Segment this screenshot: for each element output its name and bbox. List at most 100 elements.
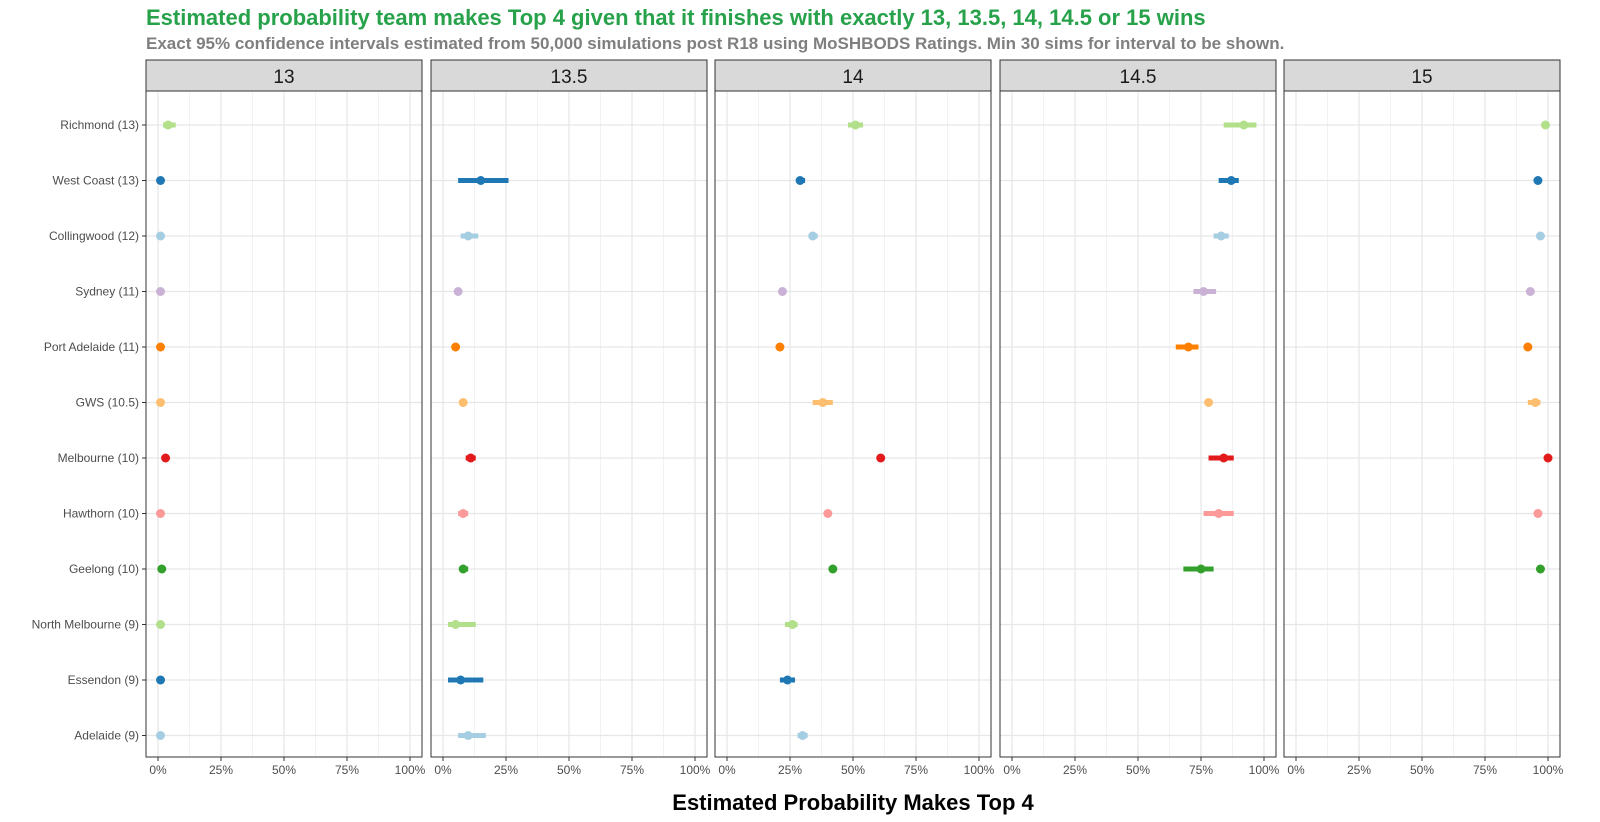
x-tick-label: 75%: [620, 763, 644, 777]
y-tick-label: Collingwood (12): [49, 229, 139, 243]
data-point: [1214, 509, 1224, 518]
data-point: [463, 231, 473, 241]
data-point: [161, 453, 171, 463]
facet-strip: [430, 59, 708, 92]
data-point: [466, 453, 476, 463]
data-point: [851, 120, 861, 130]
x-tick-label: 25%: [1347, 763, 1371, 777]
facet-label: 13.5: [551, 67, 588, 88]
data-point: [788, 620, 798, 629]
y-tick-label: Geelong (10): [69, 562, 139, 576]
data-point: [1196, 564, 1206, 574]
y-tick-label: Melbourne (10): [58, 451, 139, 465]
data-point: [451, 342, 461, 352]
x-tick-label: 100%: [680, 763, 711, 777]
data-point: [798, 731, 808, 740]
data-point: [808, 231, 818, 241]
y-tick-label: Sydney (11): [75, 285, 139, 299]
x-tick-label: 50%: [841, 763, 865, 777]
data-point: [777, 287, 787, 296]
data-point: [1540, 120, 1550, 130]
y-tick-label: West Coast (13): [53, 174, 139, 188]
data-point: [156, 287, 166, 296]
data-point: [782, 675, 792, 685]
x-tick-label: 25%: [778, 763, 802, 777]
facet-strip: [1283, 59, 1561, 92]
data-point: [823, 509, 833, 518]
data-point: [156, 620, 166, 629]
data-point: [456, 675, 466, 685]
data-point: [156, 176, 166, 185]
data-point: [156, 731, 166, 740]
chart-subtitle: Exact 95% confidence intervals estimated…: [146, 34, 1285, 53]
data-point: [1535, 564, 1545, 574]
x-axis-title: Estimated Probability Makes Top 4: [672, 790, 1034, 815]
data-point: [453, 287, 463, 296]
x-tick-label: 0%: [718, 763, 736, 777]
x-tick-label: 25%: [1063, 763, 1087, 777]
x-tick-label: 0%: [149, 763, 167, 777]
y-tick-label: GWS (10.5): [76, 396, 139, 410]
y-tick-label: Essendon (9): [68, 673, 139, 687]
x-tick-label: 50%: [272, 763, 296, 777]
data-point: [1523, 342, 1533, 352]
data-point: [156, 398, 166, 407]
x-tick-label: 100%: [964, 763, 995, 777]
x-tick-label: 75%: [1473, 763, 1497, 777]
facet-strip: [145, 59, 423, 92]
data-point: [1530, 398, 1540, 407]
data-point: [1543, 453, 1553, 463]
facet-label: 14: [842, 67, 864, 88]
data-point: [458, 509, 468, 518]
data-point: [156, 509, 166, 518]
data-point: [1183, 342, 1193, 352]
x-tick-label: 50%: [557, 763, 581, 777]
data-point: [1525, 287, 1535, 296]
data-point: [156, 342, 166, 352]
data-point: [476, 176, 486, 185]
x-tick-label: 75%: [1189, 763, 1213, 777]
data-point: [451, 620, 461, 629]
x-tick-label: 25%: [494, 763, 518, 777]
x-tick-label: 100%: [1533, 763, 1564, 777]
x-tick-label: 50%: [1410, 763, 1434, 777]
facet-label: 15: [1411, 67, 1432, 88]
data-point: [775, 342, 785, 352]
x-tick-label: 25%: [209, 763, 233, 777]
x-tick-label: 50%: [1126, 763, 1150, 777]
data-point: [1533, 176, 1543, 185]
x-tick-label: 0%: [1287, 763, 1305, 777]
y-tick-label: Hawthorn (10): [63, 507, 139, 521]
y-tick-label: Adelaide (9): [74, 729, 139, 743]
facet-strip: [714, 59, 992, 92]
data-point: [1219, 453, 1229, 463]
data-point: [163, 120, 173, 130]
data-point: [156, 231, 166, 241]
facet-label: 13: [273, 67, 294, 88]
data-point: [1533, 509, 1543, 518]
y-tick-label: Port Adelaide (11): [44, 340, 139, 354]
data-point: [458, 564, 468, 574]
x-tick-label: 100%: [395, 763, 426, 777]
x-tick-label: 100%: [1249, 763, 1280, 777]
facet-label: 14.5: [1120, 67, 1157, 88]
data-point: [157, 564, 167, 574]
chart-title: Estimated probability team makes Top 4 g…: [146, 5, 1206, 30]
data-point: [463, 731, 473, 740]
data-point: [876, 453, 886, 463]
x-tick-label: 0%: [434, 763, 452, 777]
x-tick-label: 75%: [335, 763, 359, 777]
data-point: [458, 398, 468, 407]
data-point: [795, 176, 805, 185]
data-point: [818, 398, 828, 407]
data-point: [1239, 120, 1249, 130]
x-tick-label: 0%: [1003, 763, 1021, 777]
data-point: [828, 564, 838, 574]
y-tick-label: North Melbourne (9): [32, 618, 139, 632]
data-point: [1216, 231, 1226, 241]
data-point: [156, 675, 166, 685]
data-point: [1199, 287, 1209, 296]
data-point: [1226, 176, 1236, 185]
data-point: [1535, 231, 1545, 241]
